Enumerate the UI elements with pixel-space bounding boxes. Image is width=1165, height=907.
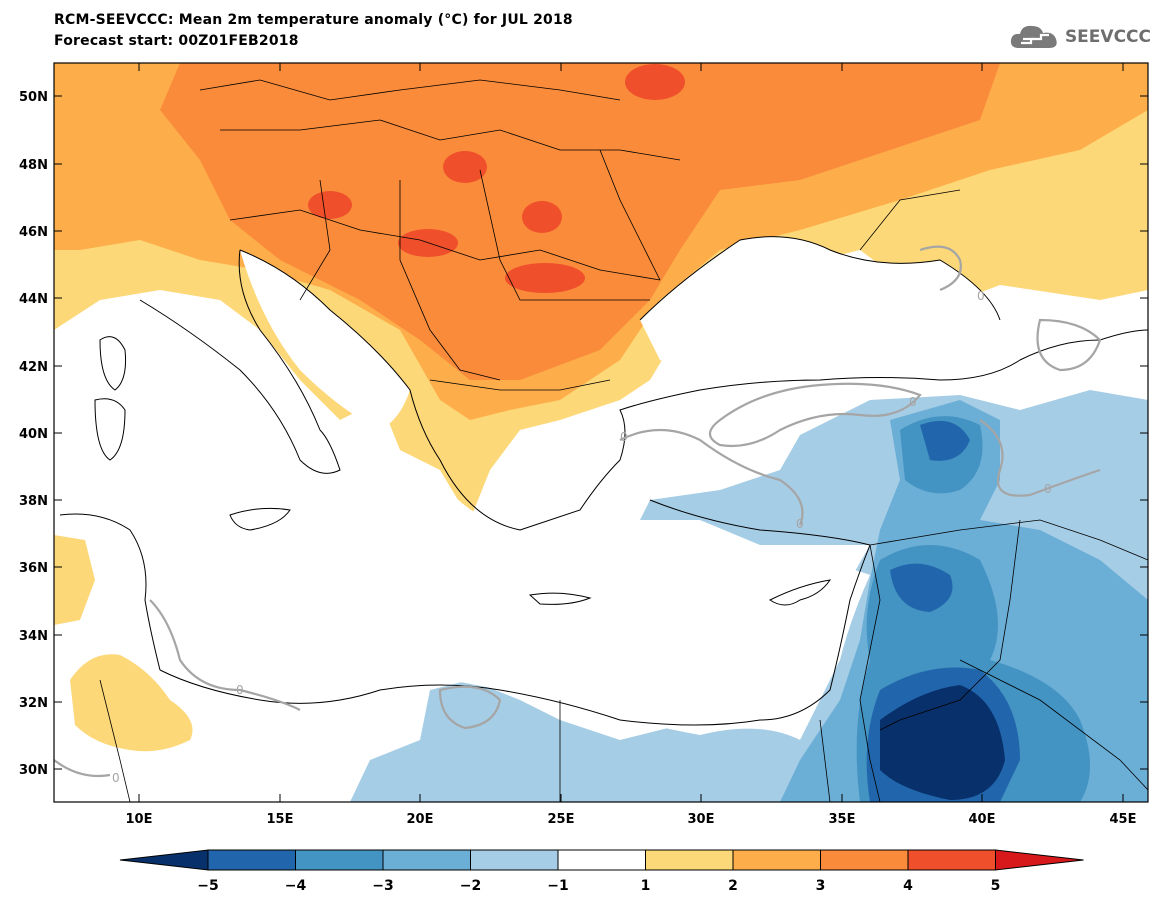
anomaly-region-4to5	[522, 201, 562, 233]
colorbar: −5 −4 −3 −2 −1 1 2 3 4 5	[119, 849, 1084, 894]
lat-label: 32N	[19, 696, 48, 711]
lat-label: 40N	[19, 427, 48, 442]
latitude-labels: 50N 48N 46N 44N 42N 40N 38N 36N 34N 32N …	[19, 90, 48, 778]
anomaly-region-3to4	[160, 63, 1000, 380]
lat-label: 34N	[19, 629, 48, 644]
colorbar-tick-label: −2	[460, 878, 481, 894]
anomaly-region-4to5	[443, 151, 487, 183]
anomaly-region-1to2	[54, 535, 95, 625]
colorbar-segment	[557, 849, 646, 871]
anomaly-region-minus4to-5	[890, 563, 953, 612]
lat-label: 30N	[19, 763, 48, 778]
colorbar-segment	[207, 849, 296, 871]
lat-label: 36N	[19, 561, 48, 576]
anomaly-region-4to5	[505, 263, 585, 293]
anomaly-region-minus4to-5	[920, 420, 970, 461]
contour-label-zero: 0	[909, 395, 917, 409]
contour-label-zero: 0	[236, 683, 244, 697]
lon-label: 25E	[548, 812, 575, 827]
lat-label: 50N	[19, 90, 48, 105]
coastlines	[59, 236, 1148, 726]
forecast-start-label: Forecast start: 00Z01FEB2018	[54, 33, 299, 49]
colorbar-segment	[907, 849, 996, 871]
black-sea	[640, 236, 1008, 380]
latitude-axis	[54, 95, 1148, 770]
colorbar-tick-label: 2	[728, 878, 738, 894]
contour-label-zero: 0	[796, 517, 804, 531]
lat-label: 42N	[19, 360, 48, 375]
seevccc-logo: SEEVCCC	[1009, 22, 1151, 52]
colorbar-tick-label: 3	[816, 878, 826, 894]
lat-label: 38N	[19, 494, 48, 509]
colorbar-tick-label: −1	[547, 878, 568, 894]
anomaly-region-1to2	[960, 192, 1148, 290]
lat-label: 44N	[19, 292, 48, 307]
lon-label: 40E	[969, 812, 996, 827]
adriatic-sea	[240, 250, 410, 430]
colorbar-segment	[295, 849, 384, 871]
contour-label-zero: 0	[620, 430, 628, 444]
logo-wordmark: SEEVCCC	[1064, 27, 1151, 47]
longitude-axis	[138, 63, 1124, 802]
cloud-icon	[1010, 25, 1057, 48]
colorbar-tick-label: −5	[197, 878, 218, 894]
mediterranean-sea	[54, 300, 870, 740]
colorbar-tick-label: 1	[641, 878, 651, 894]
colorbar-segment	[470, 849, 559, 871]
lon-label: 20E	[407, 812, 434, 827]
lon-label: 30E	[688, 812, 715, 827]
anomaly-region-below-minus5	[880, 685, 1005, 800]
colorbar-segment	[820, 849, 909, 871]
colorbar-tick-label: 5	[991, 878, 1001, 894]
colorbar-segment	[119, 849, 209, 871]
colorbar-tick-label: −3	[372, 878, 393, 894]
lon-label: 45E	[1110, 812, 1137, 827]
colorbar-segment	[382, 849, 471, 871]
lon-label: 10E	[126, 812, 153, 827]
map-area: 0 0 0 0 0 0 0	[54, 63, 1148, 802]
colorbar-tick-label: −4	[285, 878, 307, 894]
country-borders	[99, 79, 1148, 802]
zero-contours	[54, 245, 1102, 778]
lat-label: 48N	[19, 158, 48, 173]
anomaly-region-1to2	[70, 654, 193, 752]
lat-label: 46N	[19, 225, 48, 240]
anomaly-region-4to5	[308, 191, 352, 219]
anomaly-region-4to5	[625, 64, 685, 100]
colorbar-segment	[645, 849, 734, 871]
colorbar-segment	[995, 849, 1084, 871]
contour-label-zero: 0	[977, 289, 985, 303]
colorbar-tick-label: 4	[903, 878, 913, 894]
longitude-labels: 10E 15E 20E 25E 30E 35E 40E 45E	[126, 812, 1137, 827]
contour-label-zero: 0	[112, 771, 120, 785]
map-title: RCM-SEEVCCC: Mean 2m temperature anomaly…	[54, 12, 573, 28]
lon-label: 35E	[829, 812, 856, 827]
lon-label: 15E	[267, 812, 294, 827]
contour-label-zero: 0	[1044, 482, 1052, 496]
colorbar-segment	[732, 849, 821, 871]
